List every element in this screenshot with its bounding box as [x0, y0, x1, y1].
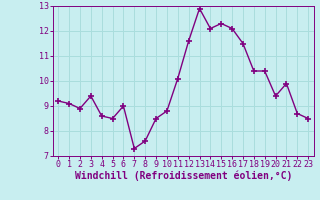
X-axis label: Windchill (Refroidissement éolien,°C): Windchill (Refroidissement éolien,°C): [75, 171, 292, 181]
